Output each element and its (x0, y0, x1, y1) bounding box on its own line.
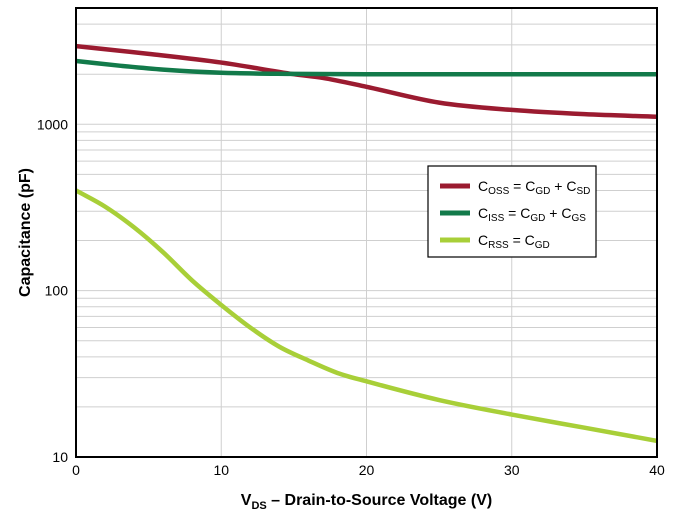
plot-frame (75, 7, 658, 458)
crss-line (76, 188, 657, 444)
y-tick-labels: 10 100 1000 (37, 116, 68, 465)
y-tick-label: 100 (45, 283, 69, 299)
y-tick-label: 1000 (37, 116, 68, 132)
legend-item-coss: COSS = CGD + CSD (478, 178, 590, 197)
legend-item-ciss: CISS = CGD + CGS (478, 205, 586, 224)
x-tick-labels: 0 10 20 30 40 (72, 462, 665, 478)
ciss-line (76, 58, 657, 77)
x-tick-label: 20 (359, 462, 375, 478)
x-axis-title-prefix: V (241, 492, 252, 509)
coss-line (76, 43, 657, 119)
x-tick-label: 40 (649, 462, 665, 478)
series-lines (76, 43, 657, 444)
y-tick-label: 10 (52, 449, 68, 465)
x-tick-label: 10 (213, 462, 229, 478)
x-tick-label: 0 (72, 462, 80, 478)
y-axis-title: Capacitance (pF) (17, 168, 34, 297)
legend-item-crss: CRSS = CGD (478, 232, 550, 251)
x-axis-title-rest: – Drain-to-Source Voltage (V) (267, 492, 493, 509)
x-tick-label: 30 (504, 462, 520, 478)
legend: COSS = CGD + CSD CISS = CGD + CGS CRSS = C… (427, 165, 597, 258)
x-axis-title: VDS – Drain-to-Source Voltage (V) (241, 492, 492, 512)
x-axis-title-sub: DS (251, 500, 266, 512)
